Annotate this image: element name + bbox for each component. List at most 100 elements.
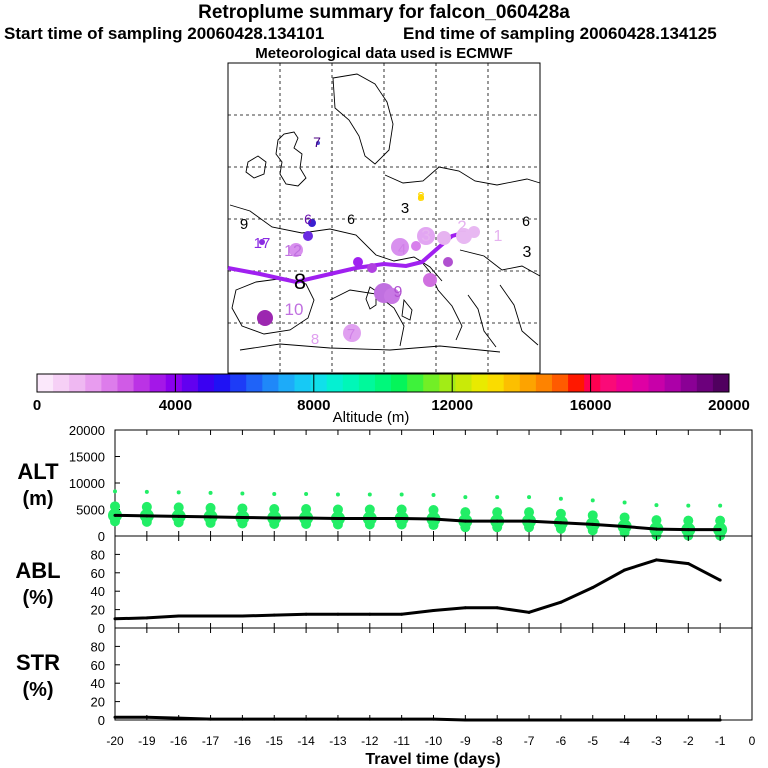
series-point xyxy=(654,718,658,722)
altitude-scatter-point xyxy=(587,525,598,536)
colorbar-swatch xyxy=(310,374,328,392)
series-point xyxy=(623,718,627,722)
altitude-scatter-point xyxy=(622,500,627,505)
colorbar-swatch xyxy=(85,374,102,392)
altitude-scatter-point xyxy=(460,507,471,518)
series-point xyxy=(304,516,308,520)
colorbar-swatch xyxy=(712,374,730,392)
series-point xyxy=(718,528,722,532)
cluster-label: 2 xyxy=(457,217,466,236)
plume-cluster-marker xyxy=(411,241,421,251)
series-point xyxy=(527,610,531,614)
series-point xyxy=(145,514,149,518)
series-point xyxy=(591,718,595,722)
colorbar-swatch xyxy=(149,374,167,392)
y-axis-unit: (%) xyxy=(22,587,53,609)
page-title: Retroplume summary for falcon_060428a xyxy=(198,2,570,23)
colorbar-swatch xyxy=(358,374,376,392)
colorbar-swatch xyxy=(214,374,231,392)
altitude-scatter-point xyxy=(332,504,343,515)
colorbar-swatch xyxy=(326,374,344,392)
plume-cluster-marker xyxy=(353,257,363,267)
colorbar-swatch xyxy=(664,374,682,392)
colorbar-swatch xyxy=(374,374,392,392)
altitude-scatter-point xyxy=(237,503,248,514)
time-series-panels: 0 5000 10000 15000 20000 ALT (m) 0 20 40 60 80 ABL (%… xyxy=(15,423,755,768)
altitude-scatter-point xyxy=(269,503,280,514)
series-point xyxy=(686,528,690,532)
altitude-scatter-point xyxy=(399,492,404,497)
altitude-scatter-point xyxy=(651,530,662,541)
series-point xyxy=(400,612,404,616)
series-point xyxy=(559,521,563,525)
altitude-scatter-point xyxy=(619,512,630,523)
colorbar-swatch xyxy=(455,374,473,392)
colorbar-swatch xyxy=(696,374,714,392)
y-tick-label: 15000 xyxy=(69,450,105,465)
plume-cluster-marker xyxy=(437,231,451,245)
series-point xyxy=(623,524,627,528)
x-tick-label: -5 xyxy=(587,734,598,748)
cluster-label: 7 xyxy=(347,326,355,343)
y-tick-label: 5000 xyxy=(76,503,105,518)
y-axis-label: ALT xyxy=(17,459,59,484)
series-point xyxy=(240,717,244,721)
cluster-label: 5 xyxy=(426,272,434,289)
series-point xyxy=(432,717,435,721)
plume-cluster-marker xyxy=(418,194,424,200)
series-point xyxy=(336,717,340,721)
meteorological-data-label: Meteorological data used is ECMWF xyxy=(255,45,513,62)
x-tick-label: -10 xyxy=(425,734,443,748)
colorbar-swatch xyxy=(117,374,135,392)
altitude-scatter-point xyxy=(715,515,726,526)
altitude-scatter-point xyxy=(555,508,566,519)
series-point xyxy=(463,606,467,610)
y-tick-label: 0 xyxy=(98,621,105,636)
colorbar-tick-label: 20000 xyxy=(708,397,750,414)
colorbar-swatch xyxy=(246,374,263,392)
altitude-scatter-point xyxy=(495,495,500,500)
series-point xyxy=(209,515,213,519)
x-tick-label: -4 xyxy=(619,734,630,748)
altitude-scatter-point xyxy=(651,515,662,526)
altitude-scatter-point xyxy=(269,518,280,529)
altitude-scatter-point xyxy=(619,527,630,538)
colorbar-swatch xyxy=(197,374,215,392)
altitude-scatter-point xyxy=(555,523,566,534)
altitude-scatter-point xyxy=(683,515,694,526)
altitude-scatter-point xyxy=(110,501,120,512)
altitude-scatter-point xyxy=(301,518,312,529)
colorbar-swatch xyxy=(37,374,54,392)
cluster-label: 9 xyxy=(394,284,403,301)
series-point xyxy=(272,717,276,721)
x-tick-label: -7 xyxy=(524,734,535,748)
colorbar-swatch xyxy=(487,374,505,392)
series-point xyxy=(686,718,690,722)
panel-frame xyxy=(114,627,753,721)
colorbar-swatch xyxy=(407,374,424,392)
series-point xyxy=(177,716,181,720)
x-tick-label: -16 xyxy=(170,734,188,748)
series-point xyxy=(113,617,117,621)
coastlines xyxy=(229,73,541,353)
series-point xyxy=(272,613,276,617)
colorbar-tick-label: 16000 xyxy=(570,397,612,414)
series-point xyxy=(177,614,181,618)
altitude-scatter-point xyxy=(463,495,468,500)
series-point xyxy=(591,522,595,526)
colorbar-swatch xyxy=(439,374,456,392)
colorbar-swatch xyxy=(648,374,666,392)
y-axis-unit: (%) xyxy=(22,679,53,701)
altitude-scatter-point xyxy=(301,503,312,514)
series-point xyxy=(400,717,404,721)
colorbar-swatch xyxy=(423,374,440,392)
series-point xyxy=(209,717,213,721)
x-tick-label: -1 xyxy=(715,734,726,748)
altitude-scatter-point xyxy=(335,492,340,497)
colorbar-swatch xyxy=(519,374,537,392)
series-point xyxy=(527,718,531,722)
plume-cluster-marker xyxy=(259,239,265,245)
panel-2: 0 20 40 60 80 STR (%) xyxy=(16,627,753,728)
altitude-scatter-point xyxy=(524,522,535,533)
